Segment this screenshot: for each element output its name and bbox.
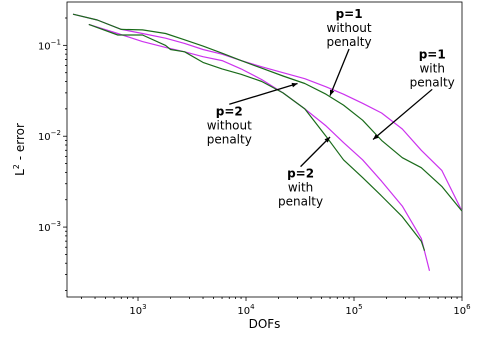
- x-tick-label: 105: [345, 303, 362, 317]
- y-axis-label-sup: 2: [12, 164, 21, 169]
- series-line-4: [88, 23, 426, 251]
- annotation-arrowhead-3: [291, 82, 298, 88]
- annotation-arrowhead-4: [324, 137, 331, 143]
- x-tick-label: 106: [453, 303, 471, 317]
- x-tick-label: 103: [129, 303, 146, 317]
- x-tick-label: 104: [237, 303, 255, 317]
- annotation-arrow-4: [300, 136, 331, 168]
- annotation-text-3: p=2 without penalty: [207, 104, 252, 146]
- series-line-1: [72, 13, 463, 212]
- y-axis-label: L2 - error: [12, 123, 27, 176]
- annotation-text-4: p=2 with penalty: [278, 167, 323, 209]
- y-tick-label: 10−3: [38, 220, 61, 234]
- series-lines: [72, 13, 463, 271]
- annotation-arrowhead-1: [329, 89, 335, 96]
- annotations: p=1 without penalty p=1 with penalty p=2 withou…: [207, 7, 455, 209]
- y-tick-label: 10−2: [38, 129, 61, 143]
- y-axis-label-main: L: [13, 169, 27, 176]
- annotation-text-2: p=1 with penalty: [410, 47, 455, 89]
- annotation-arrowhead-2: [373, 134, 379, 140]
- y-axis-label-rest: - error: [13, 123, 27, 164]
- series-line-2: [72, 13, 463, 212]
- y-tick-label: 10−1: [38, 38, 61, 52]
- plot-frame: [66, 1, 463, 298]
- annotation-text-1: p=1 without penalty: [327, 7, 372, 49]
- x-axis-label: DOFs: [249, 317, 281, 331]
- series-line-3: [88, 23, 431, 271]
- y-axis-ticks: 10−1 10−2 10−3: [38, 17, 67, 291]
- annotation-arrow-1: [329, 48, 350, 96]
- annotation-arrow-2: [372, 88, 433, 141]
- annotation-arrow-3: [229, 82, 298, 105]
- x-axis-ticks: 103 104 105 106: [81, 297, 471, 317]
